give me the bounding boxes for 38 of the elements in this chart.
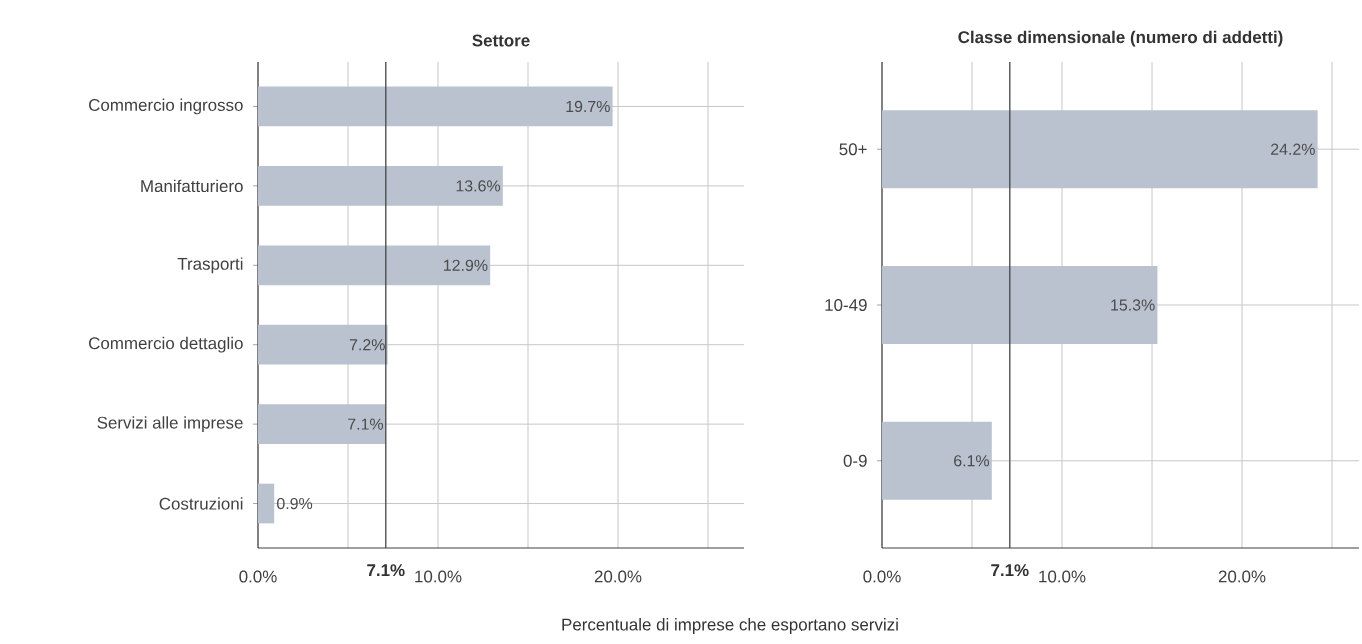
data-label: 7.2% bbox=[349, 339, 385, 351]
x-tick-label: 0.0% bbox=[863, 570, 901, 583]
x-tick-label: 20.0% bbox=[594, 570, 642, 583]
y-tick-label: Manifatturiero bbox=[141, 179, 243, 193]
bar bbox=[882, 421, 992, 500]
data-label: 7.1% bbox=[348, 418, 384, 430]
y-tick-label: Commercio dettaglio bbox=[89, 336, 243, 353]
bar bbox=[258, 245, 491, 286]
data-label: 15.3% bbox=[1111, 299, 1155, 311]
bar bbox=[258, 404, 386, 444]
y-tick-label: Costruzioni bbox=[159, 497, 243, 510]
data-label: 24.2% bbox=[1271, 143, 1315, 155]
ref-line-label: 7.1% bbox=[367, 564, 405, 577]
bar bbox=[258, 166, 503, 206]
y-tick-label: 0-9 bbox=[843, 454, 867, 467]
bar bbox=[882, 266, 1158, 344]
data-label: 6.1% bbox=[954, 455, 990, 467]
x-tick-label: 10.0% bbox=[415, 570, 462, 583]
data-label: 13.6% bbox=[456, 180, 501, 192]
bar bbox=[258, 483, 275, 524]
data-label: 12.9% bbox=[444, 259, 488, 271]
bar bbox=[258, 324, 388, 365]
y-tick-label: Commercio ingrosso bbox=[89, 98, 243, 115]
y-tick-label: 50+ bbox=[839, 143, 867, 156]
ref-line-label: 7.1% bbox=[991, 564, 1029, 577]
bar bbox=[258, 86, 613, 127]
y-tick-label: Servizi alle imprese bbox=[97, 416, 243, 433]
x-tick-label: 10.0% bbox=[1039, 570, 1086, 583]
data-label: 19.7% bbox=[566, 100, 610, 113]
data-label: 0.9% bbox=[277, 497, 313, 510]
y-tick-label: Trasporti bbox=[177, 257, 243, 274]
bar bbox=[882, 110, 1318, 189]
chart-title: Settore bbox=[472, 34, 530, 47]
x-axis-title: Percentuale di imprese che esportano servizi bbox=[562, 618, 898, 634]
x-tick-label: 20.0% bbox=[1218, 570, 1266, 583]
y-tick-label: 10-49 bbox=[825, 299, 867, 311]
chart-title: Classe dimensionale (numero di addetti) bbox=[958, 30, 1283, 47]
x-tick-label: 0.0% bbox=[239, 570, 277, 583]
